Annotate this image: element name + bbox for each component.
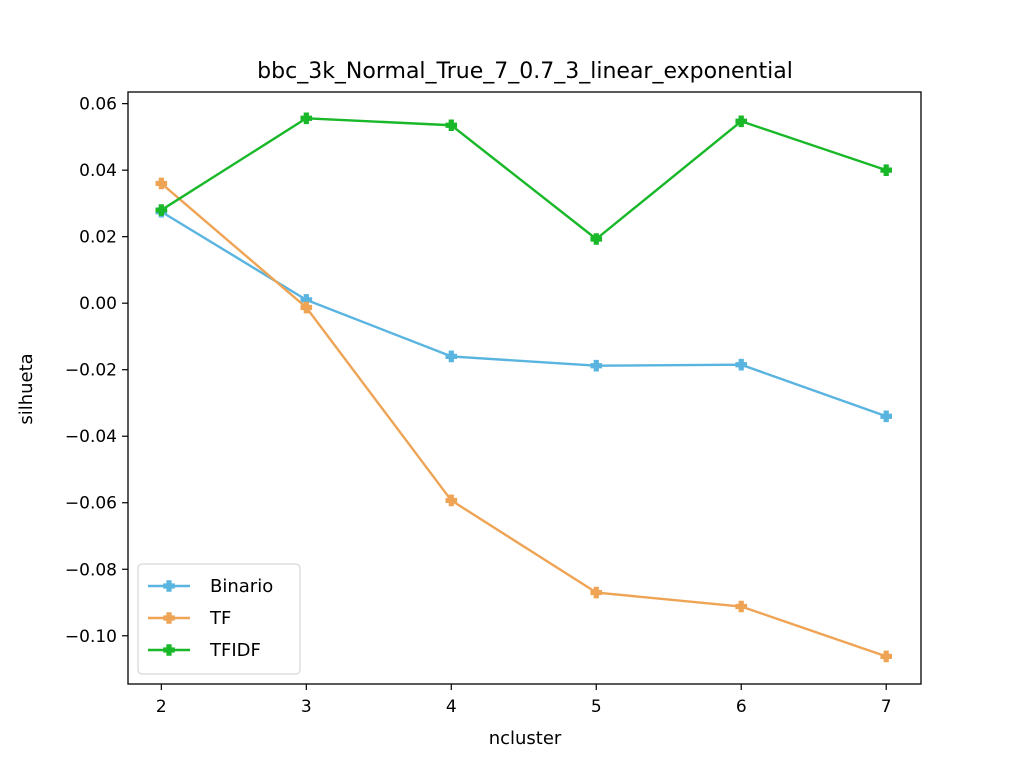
data-point [590, 586, 603, 599]
data-point [880, 410, 893, 423]
data-point [155, 204, 168, 216]
data-point [445, 350, 458, 363]
plot-frame [127, 91, 922, 685]
y-tick-label: 0.02 [79, 228, 117, 248]
data-point [880, 164, 893, 176]
data-point [590, 359, 603, 372]
y-tick-label: 0.00 [79, 294, 117, 314]
y-tick-label: 0.06 [79, 95, 117, 115]
x-tick-label: 4 [446, 697, 457, 717]
y-tick-label: −0.04 [65, 427, 117, 447]
data-point [735, 600, 748, 613]
y-tick-label: −0.06 [65, 494, 117, 514]
x-axis-label: ncluster [489, 728, 562, 749]
series-tfidf [155, 112, 893, 245]
series-binario [155, 205, 893, 423]
plot-area [155, 112, 893, 663]
y-axis: 0.06 0.04 0.02 0.00 −0.02 −0.04 −0.06 −0.08 −0.1… [65, 95, 128, 647]
legend-label: TF [209, 608, 231, 629]
legend-entry: TF [148, 608, 231, 629]
legend: Binario TF TFIDF [137, 563, 301, 675]
series-tf [155, 177, 893, 663]
data-point [445, 494, 458, 507]
series-line [160, 210, 887, 418]
y-tick-label: −0.08 [65, 560, 117, 580]
x-axis: 2 3 4 5 6 7 [156, 684, 892, 717]
data-point [880, 650, 893, 663]
x-tick-label: 6 [736, 697, 747, 717]
legend-marker [163, 580, 175, 592]
data-point [155, 177, 168, 190]
series-line [160, 182, 887, 658]
legend-label: Binario [210, 576, 273, 597]
legend-marker [163, 644, 175, 656]
chart-title: bbc_3k_Normal_True_7_0.7_3_linear_expone… [257, 59, 793, 84]
data-point [735, 115, 748, 128]
y-axis-label: silhueta [16, 353, 37, 424]
y-tick-label: −0.10 [65, 627, 117, 647]
legend-label: TFIDF [209, 640, 261, 661]
legend-entry: Binario [148, 576, 273, 597]
x-tick-label: 2 [156, 697, 167, 717]
y-tick-label: 0.04 [79, 161, 117, 181]
x-tick-label: 5 [591, 697, 602, 717]
legend-entry: TFIDF [148, 640, 261, 661]
x-tick-label: 3 [301, 697, 312, 717]
data-point [300, 112, 313, 125]
data-point [590, 233, 603, 245]
data-point [735, 358, 748, 371]
data-point [445, 119, 458, 132]
y-tick-label: −0.02 [65, 361, 117, 381]
legend-box [137, 563, 301, 675]
x-tick-label: 7 [881, 697, 892, 717]
data-point [300, 301, 313, 314]
series-line [160, 117, 887, 241]
legend-marker [163, 612, 175, 624]
